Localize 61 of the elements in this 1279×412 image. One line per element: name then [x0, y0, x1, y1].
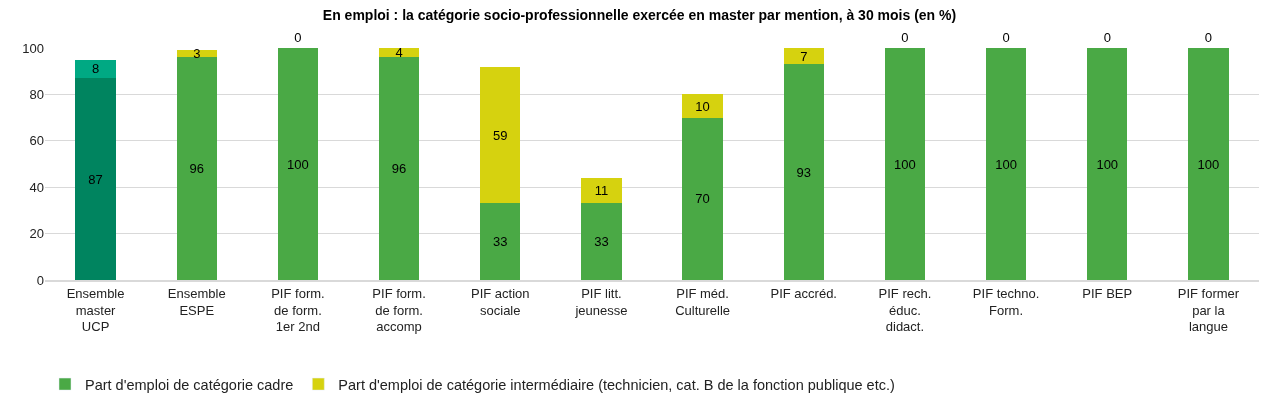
- legend-label: Part d'emploi de catégorie intermédiaire (technicien, cat. B de la fonction publique etc.): [338, 376, 895, 393]
- x-tick-label: Ensemble master UCP: [66, 285, 125, 335]
- x-tick-label: PIF accréd.: [770, 285, 837, 301]
- data-label: 100: [287, 156, 309, 172]
- data-label: 96: [391, 161, 407, 177]
- data-label: 8: [91, 61, 100, 77]
- x-tick-label: Ensemble ESPE: [167, 285, 226, 318]
- bar: [783, 64, 824, 280]
- bar: [176, 57, 217, 280]
- bar: [480, 203, 521, 280]
- bar: [75, 78, 116, 280]
- y-tick-label: 20: [29, 226, 44, 242]
- bar: [1087, 48, 1128, 280]
- data-label: 10: [695, 98, 710, 114]
- bar: [682, 94, 723, 118]
- data-label: 0: [294, 30, 302, 45]
- y-tick-label: 40: [29, 179, 44, 195]
- bar: [1188, 48, 1229, 280]
- bar: [75, 59, 116, 79]
- x-tick-label: PIF action sociale: [470, 285, 530, 318]
- x-tick-label: PIF BEP: [1082, 285, 1133, 301]
- data-label: 0: [901, 30, 909, 45]
- data-label: 100: [1096, 156, 1119, 172]
- data-label: 96: [189, 161, 204, 177]
- bar: [581, 203, 622, 280]
- data-label: 87: [88, 171, 103, 187]
- x-tick-label: PIF techno. Form.: [972, 285, 1040, 318]
- data-label: 0: [1002, 30, 1010, 45]
- data-label: 93: [796, 164, 811, 180]
- data-label: 70: [695, 191, 710, 207]
- bar: [581, 177, 622, 204]
- chart-title: En emploi : la catégorie socio-professionnelle exercée en master par mention, à 30 mois (en %): [322, 7, 957, 24]
- bar: [884, 48, 926, 280]
- x-tick-label: PIF rech. éduc. didact.: [878, 285, 932, 335]
- y-tick-label: 0: [36, 272, 44, 288]
- x-tick-label: PIF méd. Culturelle: [675, 285, 731, 318]
- data-label: 33: [493, 234, 508, 250]
- data-label: 4: [395, 45, 403, 61]
- bar: [783, 48, 824, 65]
- data-label: 59: [493, 127, 508, 143]
- data-label: 0: [1103, 30, 1111, 45]
- y-tick-label: 60: [29, 133, 44, 149]
- bar: [682, 117, 723, 280]
- x-tick-label: PIF litt. jeunesse: [574, 285, 628, 318]
- bar: [378, 57, 420, 280]
- bar: [277, 48, 319, 280]
- data-label: 7: [800, 48, 808, 64]
- data-label: 0: [1204, 30, 1213, 45]
- data-label: 11: [594, 183, 609, 199]
- data-label: 33: [594, 234, 609, 250]
- x-tick-label: PIF former par la langue: [1177, 285, 1240, 335]
- data-label: 100: [995, 156, 1017, 172]
- bar: [480, 66, 521, 204]
- legend-label: Part d'emploi de catégorie cadre: [85, 376, 294, 393]
- y-tick-label: 80: [29, 86, 44, 102]
- data-label: 100: [1197, 156, 1220, 172]
- x-tick-label: PIF form. de form. 1er 2nd: [271, 285, 325, 335]
- data-label: 100: [894, 156, 916, 172]
- bar: [985, 48, 1027, 280]
- x-tick-label: PIF form. de form. accomp: [372, 285, 426, 335]
- y-tick-label: 100: [22, 40, 44, 56]
